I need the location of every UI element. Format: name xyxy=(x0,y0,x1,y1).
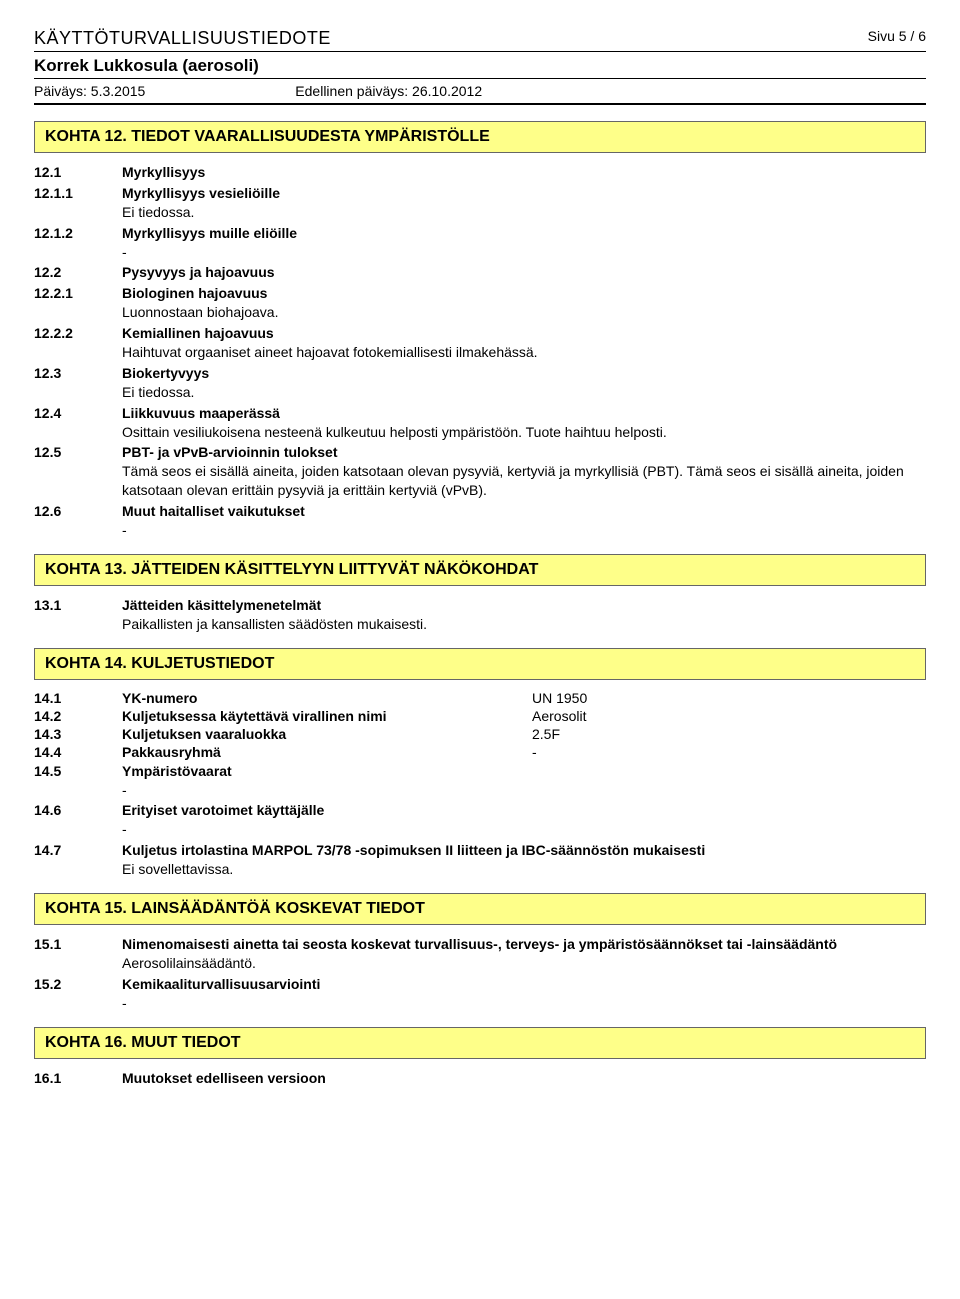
num-12-5: 12.5 xyxy=(34,443,122,500)
text-12-3: Ei tiedossa. xyxy=(122,383,926,402)
num-12-4: 12.4 xyxy=(34,404,122,442)
text-13-1: Paikallisten ja kansallisten säädösten m… xyxy=(122,615,926,634)
label-15-1: Nimenomaisesti ainetta tai seosta koskev… xyxy=(122,935,926,954)
val-14-1: UN 1950 xyxy=(532,690,926,706)
num-12-2: 12.2 xyxy=(34,263,122,282)
section-16-header: KOHTA 16. MUUT TIEDOT xyxy=(34,1027,926,1059)
num-14-7: 14.7 xyxy=(34,841,122,879)
label-12-2-1: Biologinen hajoavuus xyxy=(122,284,926,303)
label-12-3: Biokertyvyys xyxy=(122,364,926,383)
label-12-5: PBT- ja vPvB-arvioinnin tulokset xyxy=(122,443,926,462)
text-14-7: Ei sovellettavissa. xyxy=(122,860,926,879)
num-12-3: 12.3 xyxy=(34,364,122,402)
num-16-1: 16.1 xyxy=(34,1069,122,1088)
num-13-1: 13.1 xyxy=(34,596,122,634)
num-14-3: 14.3 xyxy=(34,726,122,742)
text-12-6: - xyxy=(122,521,926,540)
num-12-2-2: 12.2.2 xyxy=(34,324,122,362)
num-14-6: 14.6 xyxy=(34,801,122,839)
label-12-1: Myrkyllisyys xyxy=(122,164,205,180)
num-12-6: 12.6 xyxy=(34,502,122,540)
date-current: Päiväys: 5.3.2015 xyxy=(34,83,145,99)
text-12-5: Tämä seos ei sisällä aineita, joiden kat… xyxy=(122,462,926,500)
label-14-7: Kuljetus irtolastina MARPOL 73/78 -sopim… xyxy=(122,841,926,860)
label-14-1: YK-numero xyxy=(122,690,532,706)
label-14-4: Pakkausryhmä xyxy=(122,744,532,760)
num-14-2: 14.2 xyxy=(34,708,122,724)
label-12-1-1: Myrkyllisyys vesieliöille xyxy=(122,184,926,203)
num-12-1-2: 12.1.2 xyxy=(34,224,122,262)
date-previous: Edellinen päiväys: 26.10.2012 xyxy=(295,83,482,99)
text-12-4: Osittain vesiliukoisena nesteenä kulkeut… xyxy=(122,423,926,442)
text-14-5: - xyxy=(122,781,926,800)
label-13-1: Jätteiden käsittelymenetelmät xyxy=(122,596,926,615)
val-14-2: Aerosolit xyxy=(532,708,926,724)
text-14-6: - xyxy=(122,820,926,839)
label-16-1: Muutokset edelliseen versioon xyxy=(122,1069,926,1088)
num-12-2-1: 12.2.1 xyxy=(34,284,122,322)
section-14-header: KOHTA 14. KULJETUSTIEDOT xyxy=(34,648,926,680)
text-12-2-2: Haihtuvat orgaaniset aineet hajoavat fot… xyxy=(122,343,926,362)
num-12-1: 12.1 xyxy=(34,163,122,182)
label-12-4: Liikkuvuus maaperässä xyxy=(122,404,926,423)
val-14-3: 2.5F xyxy=(532,726,926,742)
product-name: Korrek Lukkosula (aerosoli) xyxy=(34,56,926,76)
label-12-6: Muut haitalliset vaikutukset xyxy=(122,502,926,521)
num-12-1-1: 12.1.1 xyxy=(34,184,122,222)
label-14-3: Kuljetuksen vaaraluokka xyxy=(122,726,532,742)
num-14-1: 14.1 xyxy=(34,690,122,706)
text-12-2-1: Luonnostaan biohajoava. xyxy=(122,303,926,322)
label-14-5: Ympäristövaarat xyxy=(122,762,926,781)
text-15-1: Aerosolilainsäädäntö. xyxy=(122,954,926,973)
section-13-header: KOHTA 13. JÄTTEIDEN KÄSITTELYYN LIITTYVÄ… xyxy=(34,554,926,586)
text-12-1-2: - xyxy=(122,243,926,262)
label-12-2: Pysyvyys ja hajoavuus xyxy=(122,264,275,280)
text-12-1-1: Ei tiedossa. xyxy=(122,203,926,222)
section-12-header: KOHTA 12. TIEDOT VAARALLISUUDESTA YMPÄRI… xyxy=(34,121,926,153)
doc-title: KÄYTTÖTURVALLISUUSTIEDOTE xyxy=(34,28,331,49)
num-15-1: 15.1 xyxy=(34,935,122,973)
num-14-5: 14.5 xyxy=(34,762,122,800)
page-number: Sivu 5 / 6 xyxy=(868,28,926,44)
text-15-2: - xyxy=(122,994,926,1013)
label-14-2: Kuljetuksessa käytettävä virallinen nimi xyxy=(122,708,532,724)
label-14-6: Erityiset varotoimet käyttäjälle xyxy=(122,801,926,820)
num-15-2: 15.2 xyxy=(34,975,122,1013)
val-14-4: - xyxy=(532,744,926,760)
label-15-2: Kemikaaliturvallisuusarviointi xyxy=(122,975,926,994)
label-12-2-2: Kemiallinen hajoavuus xyxy=(122,324,926,343)
num-14-4: 14.4 xyxy=(34,744,122,760)
label-12-1-2: Myrkyllisyys muille eliöille xyxy=(122,224,926,243)
section-15-header: KOHTA 15. LAINSÄÄDÄNTÖÄ KOSKEVAT TIEDOT xyxy=(34,893,926,925)
